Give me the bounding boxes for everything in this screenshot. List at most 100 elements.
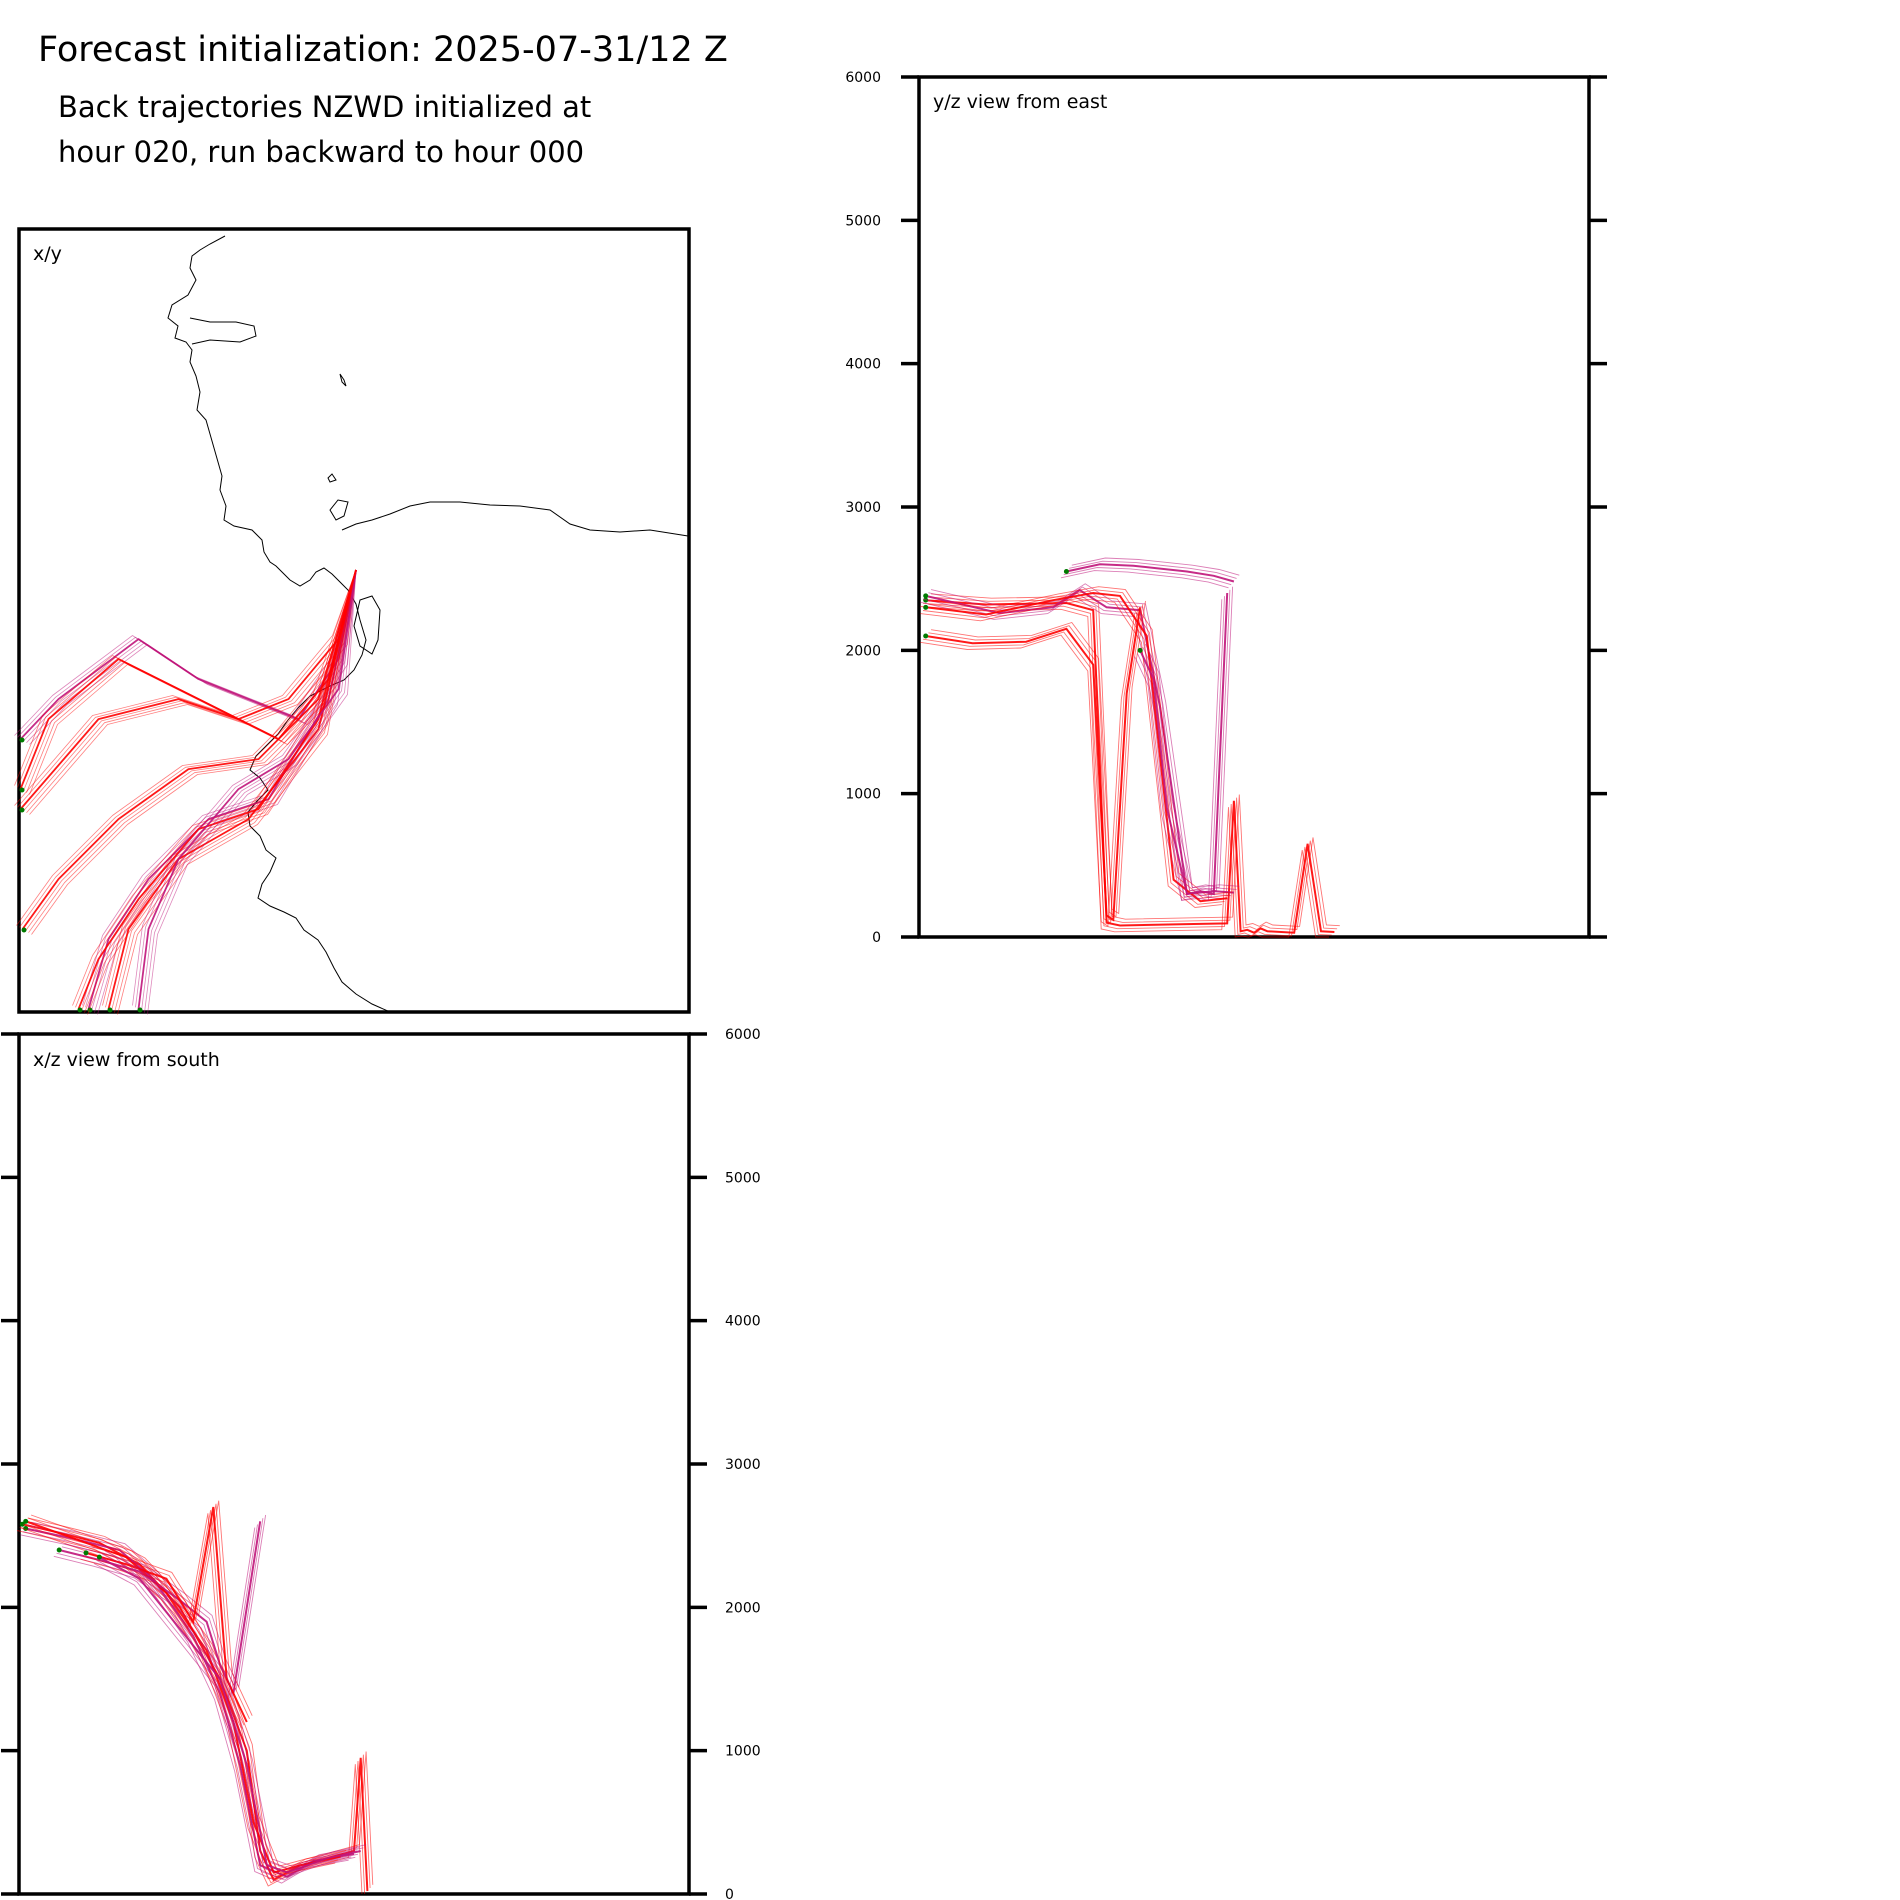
xy-trajectory-line (29, 569, 357, 815)
xz-trajectory-line (20, 1534, 349, 1884)
xy-trajectory-line (19, 569, 357, 740)
xy-trajectory-line (144, 569, 357, 1013)
xy-endpoint-marker (77, 1007, 83, 1013)
xy-trajectory-line (14, 569, 357, 786)
xy-trajectory-line (25, 569, 357, 932)
xz-trajectory-line (98, 1556, 361, 1874)
yz-ytick-label: 4000 (845, 357, 881, 373)
xy-trajectory-line (14, 569, 357, 806)
yz-trajectory-line (1134, 599, 1223, 901)
xy-trajectory-line (81, 569, 357, 1012)
xz-ytick-label: 0 (725, 1887, 734, 1900)
xy-trajectory-line (17, 569, 357, 808)
xz-trajectory-line (30, 1514, 347, 1867)
yz-panel-label: y/z view from east (933, 91, 1107, 113)
yz-trajectory-line (930, 583, 1240, 889)
xz-panel: x/z view from south 0 1000 2000 3000 4000 500… (1, 1027, 761, 1900)
yz-trajectory-line (931, 593, 1340, 927)
yz-trajectories (920, 557, 1340, 938)
xz-panel-label: x/z view from south (33, 1049, 220, 1071)
yz-trajectory-line (920, 613, 1136, 927)
xz-trajectory-line (88, 1503, 250, 1719)
xy-trajectory-line (87, 569, 357, 1015)
coastline-islet (339, 373, 347, 387)
coastline-main (167, 235, 391, 1013)
yz-endpoint-marker (1137, 647, 1143, 653)
yz-trajectory-line (1139, 592, 1229, 896)
coastline-peninsula (353, 595, 381, 655)
xz-trajectory-line (96, 1559, 359, 1877)
xz-trajectory-line (24, 1520, 371, 1889)
yz-endpoint-marker (923, 593, 929, 599)
yz-ytick-label: 0 (872, 930, 881, 946)
figure-subtitle-line-2: hour 020, run backward to hour 000 (58, 135, 585, 169)
yz-ytick-label: 3000 (845, 500, 881, 516)
yz-panel: y/z view from east 0 1000 2000 3000 4000 5000… (845, 70, 1607, 946)
xy-panel: x/y (14, 227, 691, 1015)
xz-trajectory-line (22, 1523, 369, 1892)
figure-subtitle-line-1: Back trajectories NZWD initialized at (58, 90, 592, 124)
yz-trajectory-line (922, 602, 1332, 937)
xy-trajectory-line (132, 569, 357, 1006)
xz-ytick-label: 1000 (725, 1744, 761, 1760)
yz-trajectory-line (1136, 596, 1225, 898)
xy-endpoint-marker (19, 737, 25, 743)
yz-trajectory-line (920, 598, 1222, 908)
xy-endpoint-marker (19, 807, 25, 813)
yz-trajectory-line (1060, 570, 1229, 589)
xy-trajectory-line (105, 569, 357, 1008)
yz-trajectory-line (920, 606, 1329, 938)
xy-trajectory-line (117, 569, 357, 1015)
xz-ytick-label: 4000 (725, 1314, 761, 1330)
xy-panel-label: x/y (33, 243, 62, 265)
xz-trajectory-line (19, 1526, 366, 1895)
yz-trajectory-line (1063, 567, 1232, 586)
xy-trajectory-line (28, 569, 357, 933)
xy-trajectory-line (72, 569, 357, 1006)
yz-trajectory-line (925, 599, 1335, 934)
xz-trajectory-line (91, 1500, 253, 1716)
xz-trajectory-line (85, 1506, 248, 1723)
xz-trajectories (16, 1500, 374, 1895)
xy-trajectory-line (16, 569, 357, 926)
yz-trajectory-line (1145, 586, 1234, 889)
yz-endpoint-marker (923, 604, 929, 610)
xy-trajectory-line (23, 569, 357, 742)
xz-panel-frame (17, 1032, 691, 1896)
yz-trajectory-line (1069, 560, 1237, 579)
xy-trajectory-line (135, 569, 357, 1008)
xy-endpoint-marker (19, 787, 25, 793)
xz-endpoint-marker (23, 1518, 29, 1524)
yz-trajectory-line (922, 610, 1138, 924)
xz-ytick-label: 5000 (725, 1170, 761, 1186)
xz-trajectory-line (83, 1510, 245, 1726)
xy-trajectory-line (147, 569, 357, 1015)
yz-ytick-label: 5000 (845, 213, 881, 229)
coastline-island (329, 499, 349, 521)
xy-trajectory-line (114, 569, 357, 1013)
xz-trajectory-line (16, 1530, 363, 1895)
yz-trajectory-line (928, 596, 1338, 931)
xz-y-axis: 0 1000 2000 3000 4000 5000 6000 (1, 1027, 761, 1900)
xz-endpoint-marker (56, 1547, 62, 1553)
yz-endpoint-marker (1063, 569, 1069, 574)
xz-ytick-label: 6000 (725, 1027, 761, 1043)
xz-trajectory-line (31, 1521, 360, 1872)
yz-trajectory-line (1142, 589, 1231, 892)
xy-trajectory-line (23, 569, 357, 792)
coastline-islet-2 (327, 473, 337, 483)
xz-trajectory-line (104, 1550, 367, 1867)
yz-trajectory-line (922, 595, 1225, 905)
xz-trajectory-line (25, 1520, 341, 1874)
xz-trajectory-line (22, 1524, 338, 1877)
yz-y-axis: 0 1000 2000 3000 4000 5000 6000 (845, 70, 1607, 946)
xz-ytick-label: 2000 (725, 1600, 761, 1616)
xy-panel-frame (17, 227, 691, 1014)
xz-trajectory-line (28, 1517, 344, 1870)
xy-trajectory-line (77, 569, 357, 1010)
xz-trajectory-line (20, 1527, 336, 1880)
xy-endpoint-marker (21, 927, 27, 933)
xy-trajectory-line (82, 569, 357, 1006)
xy-trajectory-line (84, 569, 357, 1013)
yz-ytick-label: 2000 (845, 643, 881, 659)
